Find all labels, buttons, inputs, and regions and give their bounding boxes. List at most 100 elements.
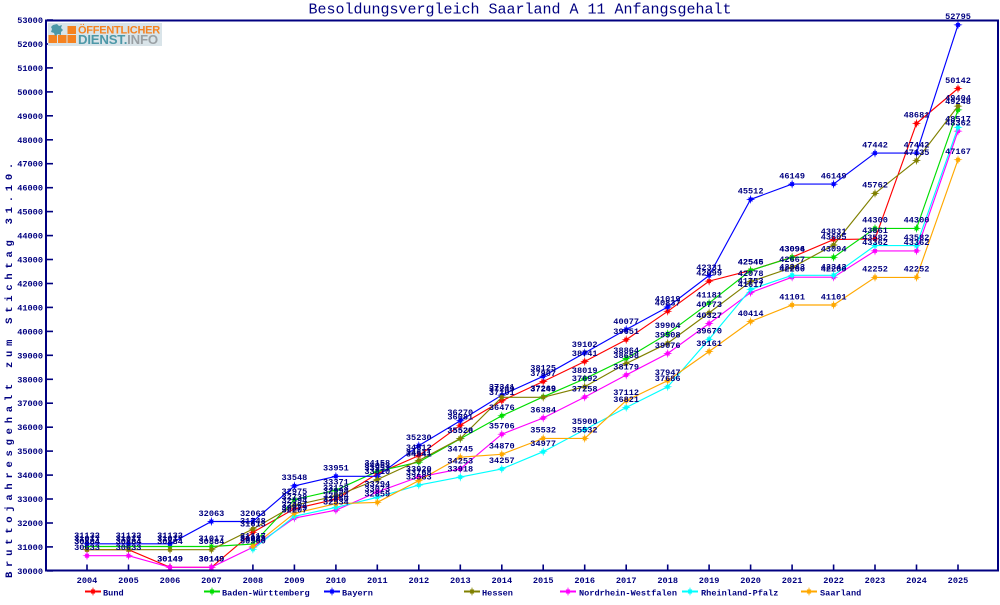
svg-text:42000: 42000 [17,280,43,290]
svg-text:37269: 37269 [530,384,556,394]
svg-text:46149: 46149 [821,171,847,181]
svg-text:33918: 33918 [447,464,473,474]
svg-text:31613: 31613 [240,520,266,530]
svg-text:32650: 32650 [323,495,349,505]
svg-text:31000: 31000 [17,543,43,553]
svg-text:39000: 39000 [17,351,43,361]
svg-text:34253: 34253 [447,456,473,466]
svg-text:34541: 34541 [406,449,432,459]
svg-text:36270: 36270 [447,408,473,418]
svg-text:42667: 42667 [779,255,805,265]
svg-text:37000: 37000 [17,399,43,409]
svg-text:43096: 43096 [779,245,805,255]
svg-text:31132: 31132 [74,531,100,541]
svg-text:37258: 37258 [572,384,598,394]
svg-text:30884: 30884 [74,537,100,547]
svg-text:30633: 30633 [74,543,100,553]
svg-text:41617: 41617 [738,280,764,290]
svg-text:42078: 42078 [738,269,764,279]
svg-text:32000: 32000 [17,519,43,529]
svg-text:35000: 35000 [17,447,43,457]
svg-text:42546: 42546 [738,258,764,268]
svg-text:48517: 48517 [945,115,971,125]
svg-text:2020: 2020 [740,576,761,586]
svg-text:44000: 44000 [17,232,43,242]
svg-text:40773: 40773 [696,300,722,310]
svg-text:37907: 37907 [530,369,556,379]
svg-text:49404: 49404 [945,93,971,103]
svg-text:35532: 35532 [572,426,598,436]
svg-text:42343: 42343 [821,263,847,273]
svg-text:31132: 31132 [157,531,183,541]
svg-text:37341: 37341 [489,382,515,392]
svg-text:34257: 34257 [489,456,515,466]
svg-text:2006: 2006 [160,576,181,586]
svg-text:30149: 30149 [199,555,225,565]
svg-text:50000: 50000 [17,88,43,98]
svg-text:2016: 2016 [574,576,595,586]
svg-text:46000: 46000 [17,184,43,194]
svg-text:31017: 31017 [199,534,225,544]
svg-text:30884: 30884 [74,537,100,547]
svg-text:2005: 2005 [118,576,139,586]
svg-text:2004: 2004 [77,576,98,586]
svg-text:39076: 39076 [655,341,681,351]
svg-text:35900: 35900 [572,417,598,427]
svg-text:30149: 30149 [157,555,183,565]
svg-text:41181: 41181 [696,290,722,300]
svg-text:2009: 2009 [284,576,305,586]
svg-text:47135: 47135 [904,148,930,158]
svg-text:45762: 45762 [862,181,888,191]
svg-text:34611: 34611 [406,448,432,458]
svg-text:39904: 39904 [655,321,681,331]
svg-text:33951: 33951 [323,464,349,474]
svg-text:34977: 34977 [530,439,556,449]
svg-text:48000: 48000 [17,136,43,146]
svg-text:43831: 43831 [821,227,847,237]
svg-text:30884: 30884 [199,537,225,547]
svg-text:41000: 41000 [17,303,43,313]
svg-text:33920: 33920 [406,464,432,474]
svg-text:49248: 49248 [945,97,971,107]
svg-text:52795: 52795 [945,12,971,22]
svg-text:35520: 35520 [447,426,473,436]
svg-text:35230: 35230 [406,433,432,443]
svg-text:36081: 36081 [447,413,473,423]
svg-text:38179: 38179 [613,362,639,372]
svg-text:33294: 33294 [364,479,390,489]
svg-text:41019: 41019 [655,294,681,304]
svg-text:2010: 2010 [326,576,347,586]
svg-text:33583: 33583 [406,472,432,482]
svg-text:34812: 34812 [406,443,432,453]
svg-text:40837: 40837 [655,299,681,309]
svg-text:41753: 41753 [738,277,764,287]
svg-text:32975: 32975 [282,487,308,497]
svg-text:32063: 32063 [199,509,225,519]
svg-text:40077: 40077 [613,317,639,327]
svg-text:40327: 40327 [696,311,722,321]
svg-text:2008: 2008 [243,576,264,586]
svg-text:37692: 37692 [572,374,598,384]
svg-text:38658: 38658 [613,351,639,361]
svg-text:39651: 39651 [613,327,639,337]
svg-text:32404: 32404 [282,501,308,511]
svg-text:30884: 30884 [157,537,183,547]
svg-text:31132: 31132 [116,531,142,541]
svg-text:36384: 36384 [530,405,556,415]
svg-text:2023: 2023 [865,576,886,586]
svg-text:37112: 37112 [613,388,639,398]
svg-text:33371: 33371 [323,478,349,488]
svg-text:43605: 43605 [821,232,847,242]
svg-text:44300: 44300 [904,216,930,226]
svg-text:2014: 2014 [491,576,512,586]
svg-text:33810: 33810 [364,467,390,477]
svg-text:43582: 43582 [904,233,930,243]
svg-text:36821: 36821 [613,395,639,405]
svg-text:30884: 30884 [116,537,142,547]
svg-text:32994: 32994 [323,487,349,497]
svg-text:41101: 41101 [821,292,847,302]
svg-text:36000: 36000 [17,423,43,433]
svg-text:2011: 2011 [367,576,388,586]
svg-text:31029: 31029 [240,534,266,544]
svg-text:47167: 47167 [945,147,971,157]
